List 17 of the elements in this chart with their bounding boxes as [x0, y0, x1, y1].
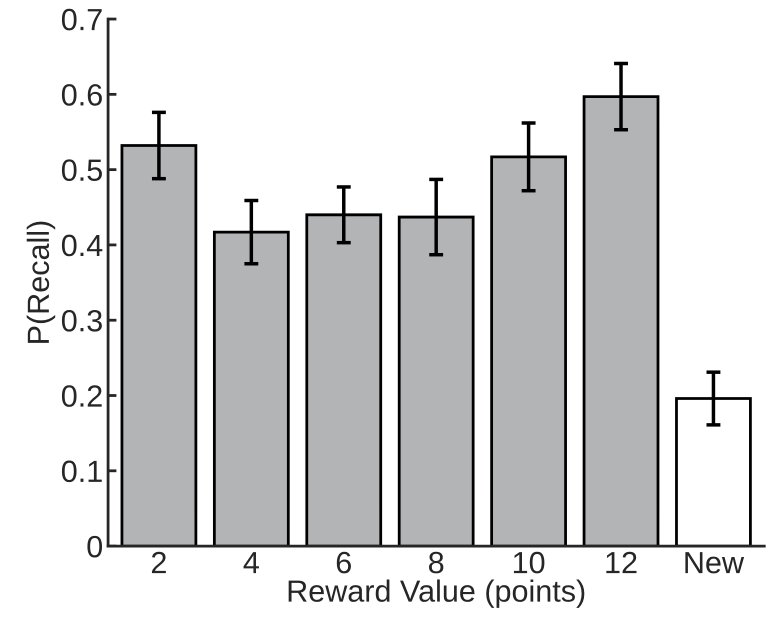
x-tick-label: 12	[606, 552, 636, 574]
y-axis-title: P(Recall)	[26, 222, 56, 343]
y-tick-label: 0.7	[62, 8, 102, 30]
x-tick-label: 8	[429, 552, 444, 574]
x-tick-label: New	[685, 552, 744, 574]
y-tick-label: 0.4	[62, 234, 102, 256]
y-tick-label: 0.1	[62, 460, 102, 482]
x-axis-title: Reward Value (points)	[288, 579, 584, 608]
x-tick-label: 10	[514, 552, 544, 574]
y-tick-label: 0	[87, 536, 102, 558]
y-tick-label: 0.5	[62, 159, 102, 182]
x-tick-label: 4	[244, 552, 259, 574]
x-tick-label: 2	[152, 552, 166, 574]
y-tick-label: 0.2	[62, 385, 102, 407]
y-tick-label: 0.3	[62, 310, 102, 332]
x-tick-label: 6	[336, 552, 351, 574]
y-tick-label: 0.6	[62, 84, 102, 106]
